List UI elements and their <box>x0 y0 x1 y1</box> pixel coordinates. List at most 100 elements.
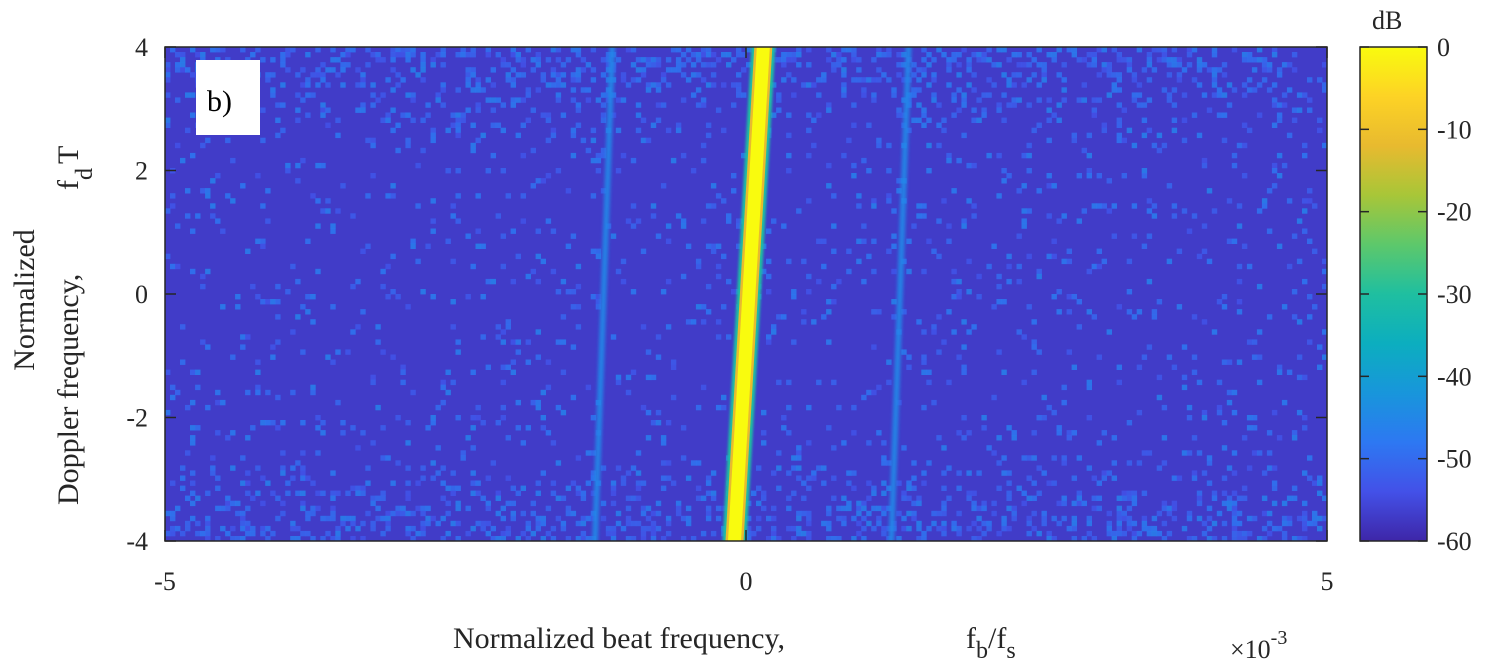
noise-cell <box>1001 520 1007 527</box>
noise-cell <box>405 495 411 501</box>
noise-cell <box>225 530 231 537</box>
noise-cell <box>630 62 637 68</box>
noise-cell <box>1302 470 1308 476</box>
noise-cell <box>946 223 952 229</box>
noise-cell <box>555 82 562 88</box>
noise-cell <box>1271 102 1278 108</box>
noise-cell <box>1181 137 1188 144</box>
noise-cell <box>390 253 396 260</box>
noise-cell <box>645 87 652 93</box>
noise-cell <box>610 334 617 340</box>
noise-cell <box>846 480 852 486</box>
noise-cell <box>695 52 702 58</box>
noise-cell <box>1141 354 1148 360</box>
noise-cell <box>861 525 867 532</box>
noise-cell <box>1161 460 1168 466</box>
noise-cell <box>470 87 476 93</box>
noise-cell <box>360 102 366 108</box>
colorbar-tick-label: 0 <box>1437 33 1450 62</box>
noise-cell <box>1141 117 1148 123</box>
noise-cell <box>320 72 326 78</box>
noise-cell <box>570 480 577 486</box>
noise-cell <box>871 238 877 244</box>
noise-cell <box>1211 495 1218 501</box>
noise-cell <box>796 510 802 517</box>
noise-cell <box>650 374 657 381</box>
noise-cell <box>1296 536 1303 541</box>
noise-cell <box>280 500 286 507</box>
noise-cell <box>791 339 797 345</box>
noise-cell <box>1302 278 1308 285</box>
noise-cell <box>931 510 937 517</box>
noise-cell <box>731 289 737 295</box>
noise-cell <box>1031 319 1037 325</box>
noise-cell <box>460 450 466 456</box>
noise-cell <box>590 137 597 144</box>
noise-cell <box>290 536 296 541</box>
x-multiplier-base: ×10 <box>1230 635 1271 664</box>
noise-cell <box>781 62 787 68</box>
noise-cell <box>1076 500 1082 507</box>
noise-cell <box>931 329 937 335</box>
noise-cell <box>665 67 672 73</box>
noise-cell <box>310 505 316 512</box>
noise-cell <box>1151 515 1158 522</box>
noise-cell <box>1236 299 1243 305</box>
noise-cell <box>791 289 797 295</box>
noise-cell <box>966 430 972 436</box>
noise-cell <box>951 112 957 118</box>
noise-cell <box>1296 218 1303 224</box>
noise-cell <box>295 92 301 98</box>
noise-cell <box>315 47 321 53</box>
noise-cell <box>665 515 672 522</box>
noise-cell <box>1231 490 1238 496</box>
noise-cell <box>595 248 602 254</box>
noise-cell <box>710 203 717 209</box>
noise-cell <box>705 52 712 58</box>
noise-cell <box>690 536 697 541</box>
noise-cell <box>791 455 797 461</box>
noise-cell <box>670 394 677 401</box>
noise-cell <box>1191 369 1198 375</box>
noise-cell <box>475 480 481 486</box>
noise-cell <box>1116 72 1122 78</box>
noise-cell <box>1216 299 1223 305</box>
noise-cell <box>866 510 872 517</box>
noise-cell <box>710 495 717 501</box>
noise-cell <box>1191 47 1198 53</box>
noise-cell <box>695 57 702 63</box>
noise-cell <box>951 278 957 285</box>
noise-cell <box>1086 52 1092 58</box>
noise-cell <box>941 500 947 507</box>
noise-cell <box>635 480 642 486</box>
noise-cell <box>660 475 667 481</box>
noise-cell <box>921 122 927 128</box>
noise-cell <box>605 62 612 68</box>
noise-cell <box>916 500 922 507</box>
noise-cell <box>545 112 552 118</box>
noise-cell <box>615 510 622 517</box>
noise-cell <box>786 505 792 512</box>
noise-cell <box>450 122 456 128</box>
noise-cell <box>455 112 461 118</box>
noise-cell <box>705 515 712 522</box>
noise-cell <box>585 384 592 391</box>
noise-cell <box>971 324 977 330</box>
noise-cell <box>635 57 642 63</box>
noise-cell <box>1317 515 1323 522</box>
noise-cell <box>505 530 511 537</box>
noise-cell <box>1161 505 1168 512</box>
noise-cell <box>665 238 672 244</box>
noise-cell <box>1261 203 1268 209</box>
noise-cell <box>185 525 191 532</box>
noise-cell <box>565 510 572 517</box>
noise-cell <box>165 77 171 83</box>
noise-cell <box>200 52 206 58</box>
noise-cell <box>190 112 196 118</box>
noise-cell <box>535 520 541 527</box>
noise-cell <box>400 369 406 375</box>
noise-cell <box>1116 525 1122 532</box>
noise-cell <box>680 536 687 541</box>
noise-cell <box>941 52 947 58</box>
noise-cell <box>560 112 567 118</box>
